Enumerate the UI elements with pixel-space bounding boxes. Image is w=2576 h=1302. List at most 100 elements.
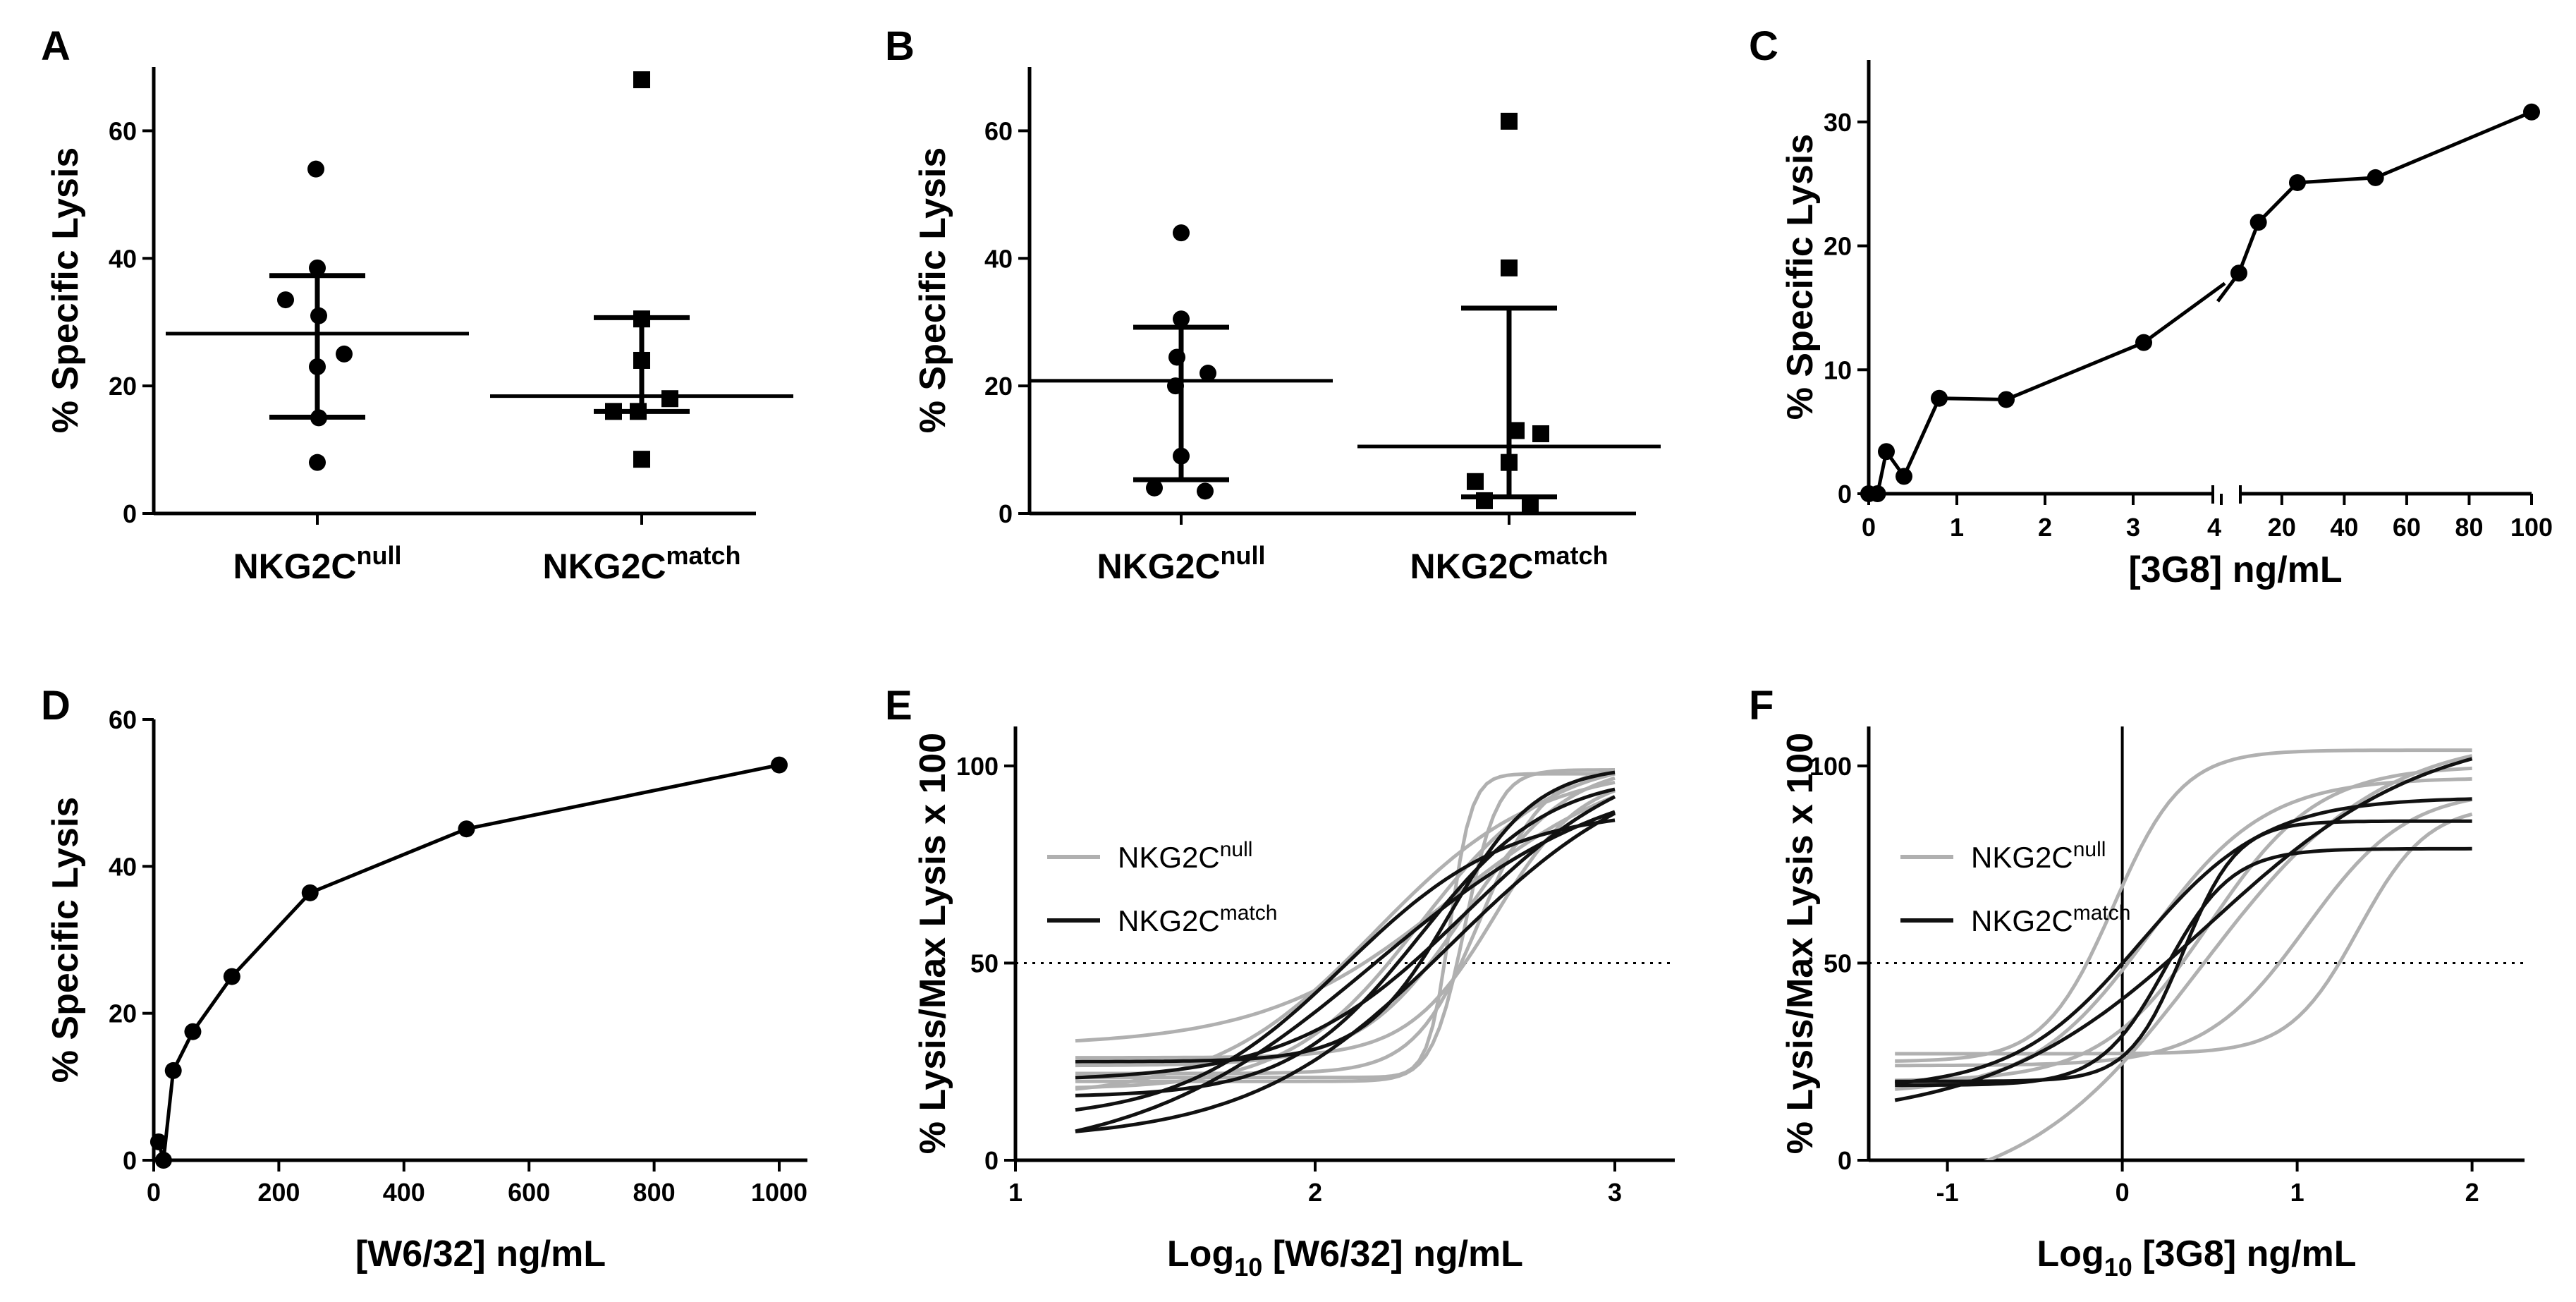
data-point <box>605 403 622 420</box>
y-axis-title: % Specific Lysis <box>45 147 86 434</box>
data-point <box>301 884 319 901</box>
x-tick-label: 2 <box>1308 1178 1322 1207</box>
x-axis-title: Log10 [3G8] ng/mL <box>2037 1234 2356 1282</box>
data-point <box>1200 365 1216 382</box>
y-tick-label: 0 <box>123 1146 137 1175</box>
y-tick-label: 10 <box>1824 355 1852 384</box>
y-tick-label: 0 <box>1838 1146 1852 1175</box>
curve-null <box>1075 772 1615 1080</box>
x-tick-label: 800 <box>633 1178 676 1207</box>
category-label: NKG2Cnull <box>1097 541 1265 586</box>
curve-match <box>1894 757 2473 1102</box>
data-point <box>1476 492 1493 509</box>
data-point <box>1869 485 1886 502</box>
y-tick-label: 30 <box>1824 108 1852 137</box>
panel-letter: B <box>885 23 915 69</box>
data-point <box>2135 334 2152 351</box>
x-tick-label: 3 <box>1608 1178 1622 1207</box>
x-tick-label: 0 <box>147 1178 161 1207</box>
x-tick-label: 60 <box>2393 513 2421 542</box>
data-point <box>1501 259 1518 276</box>
data-point <box>630 403 647 420</box>
data-point <box>1467 473 1484 490</box>
data-point <box>1173 224 1190 242</box>
y-tick-label: 60 <box>109 705 137 734</box>
data-point <box>633 451 650 468</box>
data-point <box>223 968 240 985</box>
data-point <box>1167 377 1184 395</box>
data-point <box>1896 468 1912 485</box>
curve-null <box>1075 789 1616 1060</box>
data-point <box>1146 479 1163 497</box>
curve-match <box>1075 787 1616 1097</box>
x-tick-label: 400 <box>383 1178 425 1207</box>
data-point <box>154 1152 172 1169</box>
y-tick-label: 20 <box>109 372 137 401</box>
curves <box>1894 748 2473 1160</box>
x-tick-label: 2 <box>2038 513 2052 542</box>
x-tick-label: 1000 <box>751 1178 807 1207</box>
data-point <box>633 351 650 369</box>
panel-F: F 0 50 100 -1 0 1 2 NKG2Cnull NKG2Cmatch % Lysis/M… <box>1749 683 2525 1282</box>
data-point <box>309 259 326 276</box>
x-tick-label: 600 <box>508 1178 550 1207</box>
panel-E: E 0 50 100 1 2 3 NKG2Cnull NKG2Cmatch % Lysis/Max… <box>885 683 1675 1282</box>
data-point <box>1173 310 1190 328</box>
curve-null <box>1983 754 2473 1160</box>
data-point <box>309 454 326 471</box>
data-point <box>310 409 327 427</box>
panel-letter: A <box>41 23 71 69</box>
y-tick-label: 100 <box>1809 752 1852 781</box>
legend-label: NKG2Cmatch <box>1971 901 2130 937</box>
curve-match <box>1895 846 2472 1088</box>
y-tick-label: 20 <box>1824 232 1852 261</box>
category-label: NKG2Cmatch <box>1410 541 1608 586</box>
x-tick-label: 2 <box>2465 1178 2479 1207</box>
y-tick-label: 40 <box>109 244 137 273</box>
y-tick-label: 50 <box>970 949 999 978</box>
x-tick-label: 3 <box>2126 513 2140 542</box>
data-point <box>1532 425 1549 442</box>
data-point <box>2230 264 2247 282</box>
x-tick-label: 1 <box>1950 513 1964 542</box>
x-tick-label: 1 <box>2290 1178 2305 1207</box>
y-axis-title: % Lysis/Max Lysis x 100 <box>912 733 953 1154</box>
data-point <box>309 358 326 376</box>
panel-letter: D <box>41 683 71 729</box>
x-tick-label: -1 <box>1936 1178 1959 1207</box>
category-label: NKG2Cmatch <box>542 541 740 586</box>
legend-label: NKG2Cnull <box>1118 838 1252 874</box>
data-point <box>184 1023 202 1040</box>
data-point <box>2250 214 2267 231</box>
y-tick-label: 40 <box>984 244 1013 273</box>
data-point <box>1501 454 1518 471</box>
x-tick-label: 20 <box>2268 513 2296 542</box>
data-point <box>458 820 475 838</box>
series-line <box>2237 110 2532 274</box>
y-axis-title: % Specific Lysis <box>45 797 86 1083</box>
x-tick-label: 1 <box>1008 1178 1023 1207</box>
y-tick-label: 0 <box>984 1146 999 1175</box>
data-point <box>2367 169 2384 186</box>
data-point <box>2288 174 2306 191</box>
curve-match <box>1895 819 2472 1083</box>
data-point <box>1501 112 1518 130</box>
curve-null <box>1895 812 2473 1056</box>
y-tick-label: 20 <box>109 999 137 1028</box>
data-point <box>336 345 353 363</box>
y-axis-title: % Specific Lysis <box>1780 134 1821 420</box>
data-point <box>633 310 650 328</box>
data-point <box>277 291 294 309</box>
x-tick-label: 100 <box>2510 513 2553 542</box>
curve-match <box>1075 795 1616 1080</box>
data-point <box>1998 391 2015 408</box>
data-point <box>633 71 650 89</box>
curve-match <box>1075 810 1616 1133</box>
x-axis-title: [W6/32] ng/mL <box>355 1234 606 1274</box>
data-point <box>1931 389 1948 407</box>
data-point <box>1197 482 1214 500</box>
legend-label: NKG2Cmatch <box>1118 901 1277 937</box>
y-axis-title: % Lysis/Max Lysis x 100 <box>1780 733 1821 1154</box>
y-tick-label: 40 <box>109 852 137 881</box>
